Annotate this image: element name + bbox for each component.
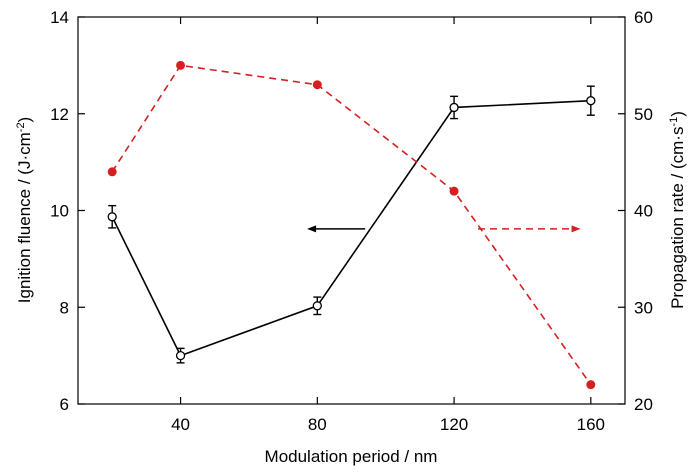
x-axis-title: Modulation period / nm <box>265 447 438 466</box>
data-point <box>449 186 459 196</box>
data-point <box>107 167 117 177</box>
right-y-tick-label: 30 <box>634 298 653 317</box>
right-y-tick-label: 20 <box>634 395 653 414</box>
axis-indicator-arrows <box>307 225 581 233</box>
data-point <box>586 380 596 390</box>
left-y-axis-title-main: Ignition fluence / (J·cm <box>15 132 34 303</box>
x-tick-label: 40 <box>171 415 190 434</box>
axis-ticks <box>78 16 625 405</box>
x-tick-label: 120 <box>440 415 468 434</box>
left-y-tick-label: 14 <box>50 8 69 27</box>
data-point <box>175 350 186 361</box>
right-y-tick-label: 60 <box>634 8 653 27</box>
left-y-tick-label: 6 <box>60 395 69 414</box>
data-point <box>312 80 322 90</box>
right-y-axis-title-sup: -1 <box>668 117 680 127</box>
data-point <box>586 96 596 106</box>
data-point <box>176 60 186 70</box>
right-axis-arrow-head <box>571 225 581 233</box>
left-y-tick-label: 8 <box>60 298 69 317</box>
left-y-tick-label: 10 <box>50 202 69 221</box>
plot-area-frame <box>77 16 626 405</box>
right-y-axis-title-end: ) <box>668 111 687 117</box>
x-tick-label: 160 <box>577 415 605 434</box>
left-y-axis-title-end: ) <box>15 117 34 123</box>
right-y-tick-label: 50 <box>634 105 653 124</box>
data-markers <box>107 60 596 390</box>
right-y-axis-title-main: Propagation rate / (cm·s <box>668 127 687 309</box>
left-axis-arrow-head <box>307 225 317 233</box>
data-point <box>107 212 117 222</box>
series-lines <box>111 64 592 386</box>
left-y-axis-title: Ignition fluence / (J·cm-2) <box>15 117 34 303</box>
right-y-axis-title: Propagation rate / (cm·s-1) <box>668 111 687 309</box>
data-point <box>449 102 459 113</box>
right-y-tick-label: 40 <box>634 202 653 221</box>
data-point <box>312 301 322 311</box>
series-2-line <box>111 64 592 386</box>
left-y-axis-title-sup: -2 <box>15 122 27 132</box>
tick-labels: 40 80 120 160 6 8 10 12 14 20 30 40 50 60 <box>50 8 653 434</box>
left-y-tick-label: 12 <box>50 105 69 124</box>
x-tick-label: 80 <box>308 415 327 434</box>
